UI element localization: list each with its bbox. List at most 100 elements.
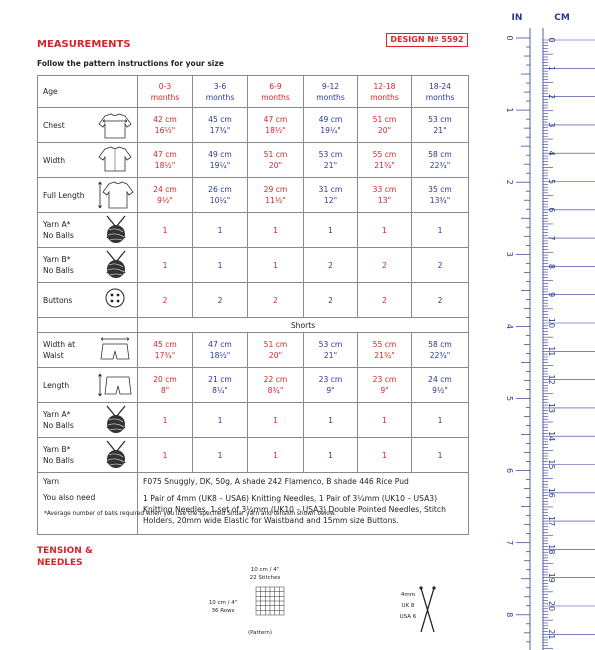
label-text: No Balls <box>43 266 74 275</box>
ruler-label: 15 <box>547 459 556 469</box>
size-header: 0-3 months <box>137 75 193 108</box>
measure-row: Width at Waist 45 cm 17¾" 47 cm 18½" 51 cm 20" 5… <box>37 332 469 368</box>
needle-size: USA 6 <box>399 614 417 620</box>
ruler-title: CM <box>554 13 570 23</box>
value-text: 1 <box>162 225 168 235</box>
value-text: 2 <box>217 295 223 305</box>
value-cell: 1 <box>192 402 248 438</box>
icon-cell <box>95 75 138 108</box>
measure-row: Yarn B* No Balls 1 1 1 2 2 2 <box>37 247 469 283</box>
value-text: 33 cm <box>372 185 397 194</box>
value-text: 29 cm <box>263 185 288 194</box>
ruler-label: 17 <box>547 516 556 526</box>
value-text: 47 cm <box>263 115 288 124</box>
tension-grid <box>255 586 285 616</box>
value-text: 47 cm <box>153 150 177 159</box>
label-text: Full Length <box>43 190 85 200</box>
value-text: 16½" <box>154 126 176 135</box>
value-text: 22 cm <box>263 375 288 384</box>
label-text: Waist <box>43 351 64 360</box>
needles-icon <box>419 586 436 633</box>
value-text: 58 cm <box>428 340 452 349</box>
value-text: 1 <box>217 260 223 270</box>
icon-cell <box>95 212 138 248</box>
ruler-title: IN <box>512 13 523 23</box>
ruler-label: 10 <box>547 318 556 328</box>
icon-cell <box>95 177 138 213</box>
value-cell: 29 cm 11½" <box>247 177 304 213</box>
size-text: months <box>205 92 235 102</box>
value-cell: 24 cm 9½" <box>411 367 469 403</box>
value-cell: 21 cm 8¼" <box>192 367 248 403</box>
value-text: 53 cm <box>318 340 343 349</box>
ruler: IN CM 0123456780123456789101112131415161… <box>505 13 595 650</box>
ruler-label: 8 <box>505 612 514 617</box>
icon <box>98 146 132 172</box>
value-text: 13¾" <box>429 196 451 205</box>
value-cell: 1 <box>357 402 412 438</box>
ruler-label: 9 <box>547 292 556 297</box>
value-text: 21" <box>433 126 447 135</box>
value-text: 12" <box>323 196 338 205</box>
ruler-label: 0 <box>547 37 556 42</box>
ruler-label: 8 <box>547 264 556 269</box>
value-text: 1 <box>162 450 168 460</box>
footnote: *Average number of balls required when y… <box>44 511 336 517</box>
value-cell: 1 <box>137 212 193 248</box>
measure-row: Yarn A* No Balls 1 1 1 1 1 1 <box>37 212 469 248</box>
yarn-row: Yarn F075 Snuggly, DK, 50g, A shade 242 F… <box>37 472 469 490</box>
value-text: 24 cm <box>153 185 177 194</box>
value-text: 1 <box>273 415 278 425</box>
row-label: Yarn <box>37 472 138 490</box>
icon-cell <box>95 367 138 403</box>
value-cell: 53 cm 21" <box>303 332 358 368</box>
value-text: 2 <box>437 260 443 270</box>
ruler-label: 7 <box>505 540 514 545</box>
ruler-label: 3 <box>547 122 556 127</box>
value-cell: 1 <box>357 212 412 248</box>
value-cell: 2 <box>303 247 358 283</box>
value-text: 18½" <box>265 126 286 135</box>
value-text: 26 cm <box>208 185 232 194</box>
value-text: 49 cm <box>208 150 232 159</box>
value-text: 10¼" <box>209 196 231 205</box>
value-text: 2 <box>273 295 278 305</box>
label-text: Length <box>43 380 70 390</box>
value-text: 20 cm <box>153 375 177 384</box>
icon-cell <box>95 402 138 438</box>
ruler-label: 4 <box>505 324 514 329</box>
value-cell: 1 <box>247 212 304 248</box>
needle-size: 4mm <box>400 592 416 598</box>
value-text: 47 cm <box>208 340 232 349</box>
value-cell: 2 <box>357 247 412 283</box>
tension-label: (Pattern) <box>247 630 273 636</box>
measure-row: Width 47 cm 18½" 49 cm 19¼" 51 cm 20" 53 cm 21" 5… <box>37 142 469 178</box>
value-cell: 47 cm 18½" <box>192 332 248 368</box>
size-text: 18-24 <box>428 81 452 91</box>
value-cell: 45 cm 17¾" <box>192 107 248 143</box>
value-text: 1 <box>162 260 168 270</box>
row-label: You also need <box>37 489 138 535</box>
value-cell: 20 cm 8" <box>137 367 193 403</box>
ruler-label: 0 <box>505 35 514 40</box>
value-cell: 45 cm 17¾" <box>137 332 193 368</box>
value-cell: 1 <box>137 247 193 283</box>
value-cell: 51 cm 20" <box>357 107 412 143</box>
value-text: 1 <box>382 225 387 235</box>
value-text: 13" <box>377 196 392 205</box>
value-text: 24 cm <box>428 375 452 384</box>
ruler-label: 16 <box>547 488 556 498</box>
label-text: No Balls <box>43 421 74 430</box>
value-text: 45 cm <box>208 115 232 124</box>
value-text: 9" <box>326 386 335 395</box>
value-text: 20" <box>268 161 283 170</box>
icon-cell <box>95 107 138 143</box>
value-cell: 1 <box>247 437 304 473</box>
value-text: 1 <box>437 450 443 460</box>
value-text: 55 cm <box>372 340 397 349</box>
ruler-label: 19 <box>547 573 556 583</box>
value-text: 1 <box>217 450 223 460</box>
value-cell: 58 cm 22¾" <box>411 142 469 178</box>
icon-cell <box>95 282 138 318</box>
